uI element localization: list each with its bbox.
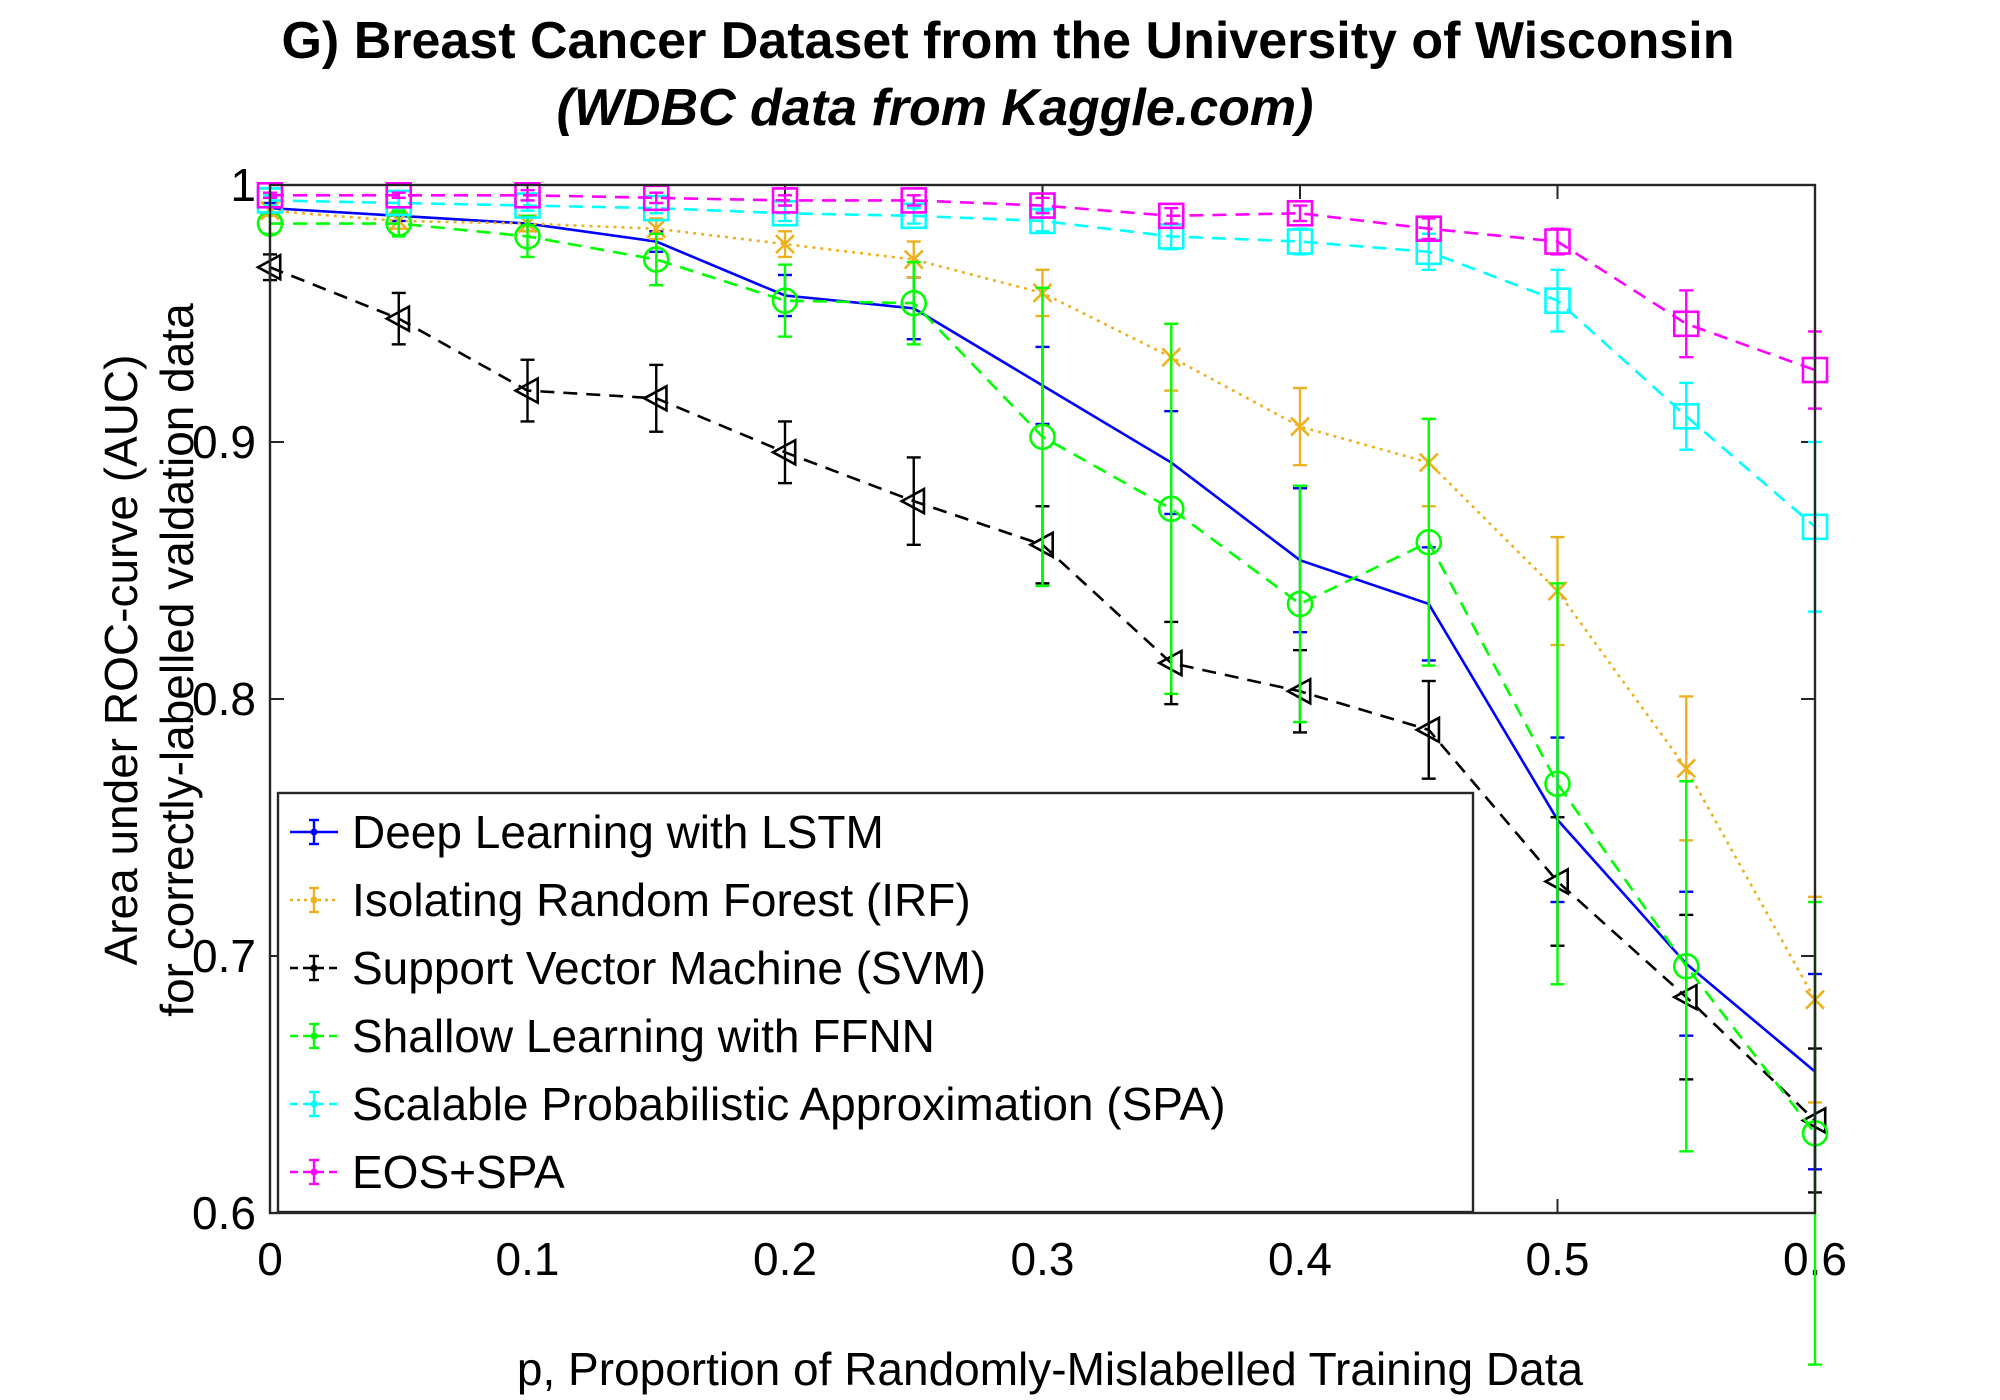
y-tick-label: 1 bbox=[230, 159, 256, 211]
error-bar bbox=[1293, 484, 1307, 724]
legend-label: Support Vector Machine (SVM) bbox=[352, 942, 986, 994]
data-point bbox=[1290, 416, 1310, 437]
error-bar bbox=[1293, 204, 1307, 223]
data-point bbox=[514, 181, 541, 209]
data-point bbox=[1544, 287, 1571, 314]
series-5 bbox=[256, 181, 1829, 410]
x-tick-label: 0.3 bbox=[1011, 1233, 1075, 1285]
legend: Deep Learning with LSTM Isolating Random … bbox=[276, 791, 1475, 1214]
data-point bbox=[1544, 228, 1571, 255]
data-point bbox=[1286, 199, 1314, 227]
error-bar bbox=[1679, 780, 1694, 1153]
error-bar bbox=[1679, 381, 1694, 451]
y-axis-label-line1: Area under ROC-curve (AUC) bbox=[95, 355, 147, 966]
legend-item: Deep Learning with LSTM bbox=[290, 806, 884, 858]
legend-marker bbox=[310, 1100, 318, 1108]
series-line bbox=[269, 199, 1816, 528]
y-tick-label: 0.9 bbox=[192, 416, 256, 468]
legend-label: Shallow Learning with FFNN bbox=[352, 1010, 935, 1062]
legend-marker bbox=[310, 828, 318, 836]
data-point bbox=[1286, 590, 1314, 618]
x-tick-label: 0.1 bbox=[496, 1233, 560, 1285]
y-axis-label-line2: for correctly-labelled valdation data bbox=[151, 303, 203, 1017]
data-point bbox=[1029, 423, 1056, 451]
error-bar bbox=[906, 194, 921, 207]
data-point bbox=[1415, 215, 1443, 242]
data-point bbox=[775, 234, 795, 255]
data-point bbox=[642, 246, 670, 273]
data-point bbox=[385, 181, 413, 209]
y-axis-label: Area under ROC-curve (AUC) for correctly… bbox=[95, 303, 203, 1017]
legend-item: EOS+SPA bbox=[290, 1146, 565, 1198]
legend-label: Scalable Probabilistic Approximation (SP… bbox=[352, 1078, 1226, 1130]
y-tick-label: 0.8 bbox=[192, 673, 256, 725]
legend-item: Support Vector Machine (SVM) bbox=[290, 942, 986, 994]
x-tick-label: 0 bbox=[257, 1233, 283, 1285]
data-point bbox=[1544, 770, 1571, 798]
data-point bbox=[771, 187, 799, 214]
data-point bbox=[1157, 495, 1185, 523]
y-tick-label: 0.7 bbox=[192, 930, 256, 982]
x-axis-label: p, Proportion of Randomly-Mislabelled Tr… bbox=[517, 1343, 1584, 1395]
data-point bbox=[512, 376, 540, 405]
error-bar bbox=[906, 206, 921, 225]
data-point bbox=[900, 187, 928, 214]
legend-item: Scalable Probabilistic Approximation (SP… bbox=[290, 1078, 1226, 1130]
data-point bbox=[900, 289, 928, 317]
data-point bbox=[899, 486, 926, 516]
legend-marker bbox=[310, 1168, 318, 1176]
y-tick-label: 0.6 bbox=[192, 1187, 256, 1239]
data-point bbox=[385, 210, 413, 237]
legend-marker bbox=[310, 964, 318, 972]
data-point bbox=[514, 223, 541, 250]
error-bar bbox=[1550, 582, 1565, 986]
error-bar bbox=[1679, 289, 1694, 359]
chart-title-line1: G) Breast Cancer Dataset from the Univer… bbox=[281, 12, 1734, 70]
legend-item: Shallow Learning with FFNN bbox=[290, 1010, 935, 1062]
data-point bbox=[770, 438, 797, 467]
error-bar bbox=[1164, 322, 1179, 696]
error-bar bbox=[649, 232, 664, 287]
x-tick-label: 0.2 bbox=[753, 1233, 817, 1285]
error-bar bbox=[778, 263, 792, 338]
data-point bbox=[1157, 202, 1185, 230]
legend-label: Deep Learning with LSTM bbox=[352, 806, 884, 858]
data-point bbox=[384, 304, 411, 333]
data-point bbox=[1286, 228, 1314, 255]
legend-marker bbox=[310, 896, 318, 904]
data-point bbox=[1676, 758, 1697, 779]
chart-title-line2: (WDBC data from Kaggle.com) bbox=[557, 79, 1314, 137]
error-bar bbox=[649, 191, 664, 205]
data-point bbox=[641, 384, 668, 413]
data-point bbox=[1672, 310, 1700, 338]
series-line bbox=[270, 193, 1816, 372]
data-point bbox=[1029, 192, 1056, 219]
data-point bbox=[1672, 952, 1700, 980]
data-point bbox=[771, 287, 799, 314]
data-point bbox=[1415, 528, 1443, 556]
x-tick-label: 0.5 bbox=[1526, 1233, 1590, 1285]
legend-label: Isolating Random Forest (IRF) bbox=[352, 874, 971, 926]
data-point bbox=[903, 249, 924, 270]
x-tick-label: 0.4 bbox=[1268, 1233, 1332, 1285]
series-line bbox=[270, 222, 1817, 1135]
chart-title: G) Breast Cancer Dataset from the Univer… bbox=[281, 12, 1734, 137]
data-point bbox=[1672, 402, 1700, 430]
legend-marker bbox=[310, 1032, 318, 1040]
legend-label: EOS+SPA bbox=[352, 1146, 565, 1198]
legend-item: Isolating Random Forest (IRF) bbox=[290, 874, 971, 926]
data-point bbox=[1414, 715, 1441, 745]
legend-box bbox=[276, 791, 1475, 1214]
